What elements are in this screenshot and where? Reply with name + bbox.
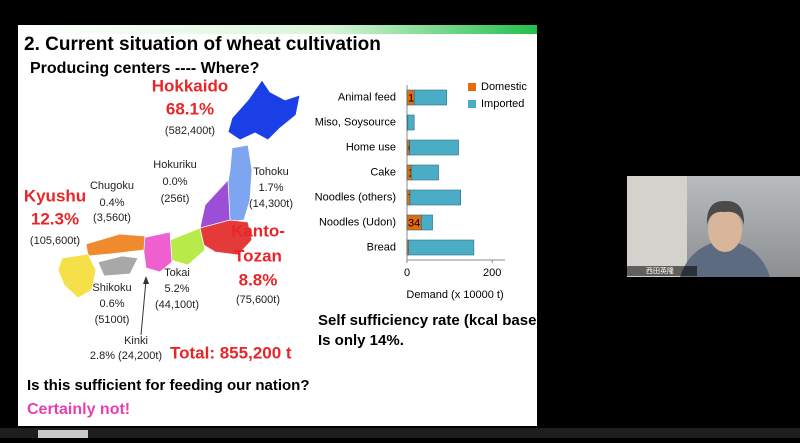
region-labels: Hokkaido 68.1% (582,400t) Tohoku 1.7% (1… <box>24 76 293 361</box>
slide-title: 2. Current situation of wheat cultivatio… <box>24 34 381 55</box>
region-amount: (75,600t) <box>236 294 280 306</box>
taskbar <box>0 428 800 438</box>
bar <box>407 114 415 131</box>
y-tick-label: Miso, Soysource <box>315 116 396 128</box>
legend-label: Imported <box>481 98 524 110</box>
region-share: 1.7% <box>258 182 283 194</box>
self-sufficiency: Is only 14%. <box>318 332 404 349</box>
map <box>57 79 301 336</box>
region-name: Tohoku <box>253 166 288 178</box>
region-amount: (256t) <box>161 193 190 205</box>
participant-name: 西田英隆 <box>646 266 674 275</box>
bar <box>409 139 459 156</box>
region-share: 2.8% (24,200t) <box>90 350 162 362</box>
y-tick-label: Cake <box>370 166 396 178</box>
bar <box>410 164 439 181</box>
y-tick-label: Home use <box>346 141 396 153</box>
y-tick-label: Noodles (others) <box>315 191 396 203</box>
region-share: 5.2% <box>164 283 189 295</box>
region-name: Kanto- <box>231 221 285 240</box>
bar <box>408 239 475 256</box>
tab[interactable] <box>38 430 88 438</box>
region-name: Hokuriku <box>153 159 196 171</box>
y-tick-label: Animal feed <box>338 91 396 103</box>
region-name: Kinki <box>124 335 148 347</box>
region-amount: (14,300t) <box>249 198 293 210</box>
slide-subtitle: Producing centers ---- Where? <box>30 60 259 77</box>
legend-label: Domestic <box>481 81 527 93</box>
legend-swatch <box>468 83 476 91</box>
x-tick-label: 0 <box>404 267 410 279</box>
region-amount: (44,100t) <box>155 299 199 311</box>
bar <box>409 189 461 206</box>
region-share: 12.3% <box>31 209 79 228</box>
video-tile: 西田英隆 <box>627 176 800 277</box>
region-amount: (582,400t) <box>165 125 215 137</box>
region-share: 8.8% <box>239 270 278 289</box>
region-name: Shikoku <box>92 282 131 294</box>
region-name: Tokai <box>164 267 190 279</box>
question: Is this sufficient for feeding our natio… <box>27 377 310 394</box>
bar <box>421 214 433 231</box>
region-amount: (5100t) <box>95 314 130 326</box>
region-name: Tozan <box>234 246 282 265</box>
chart: 0 200 Demand (x 10000 t) Domestic Imported An… <box>315 81 528 301</box>
region-share: 0.4% <box>99 197 124 209</box>
value-label: 34 <box>408 217 420 229</box>
region-share: 0.6% <box>99 298 124 310</box>
x-tick-label: 200 <box>483 267 501 279</box>
self-sufficiency: Self sufficiency rate (kcal base) <box>318 312 541 329</box>
total: Total: 855,200 t <box>170 343 292 362</box>
y-tick-label: Bread <box>367 241 396 253</box>
answer: Certainly not! <box>27 401 130 418</box>
y-tick-label: Noodles (Udon) <box>319 216 396 228</box>
bar <box>413 89 447 106</box>
slide <box>18 25 537 426</box>
region-amount: (105,600t) <box>30 235 80 247</box>
region-name: Hokkaido <box>152 76 229 95</box>
region-share: 0.0% <box>162 176 187 188</box>
legend-swatch <box>468 100 476 108</box>
slide-bar <box>18 25 537 34</box>
region-name: Kyushu <box>24 186 86 205</box>
region-name: Chugoku <box>90 180 134 192</box>
region-amount: (3,560t) <box>93 212 131 224</box>
region-share: 68.1% <box>166 99 214 118</box>
x-axis-label: Demand (x 10000 t) <box>406 289 503 301</box>
